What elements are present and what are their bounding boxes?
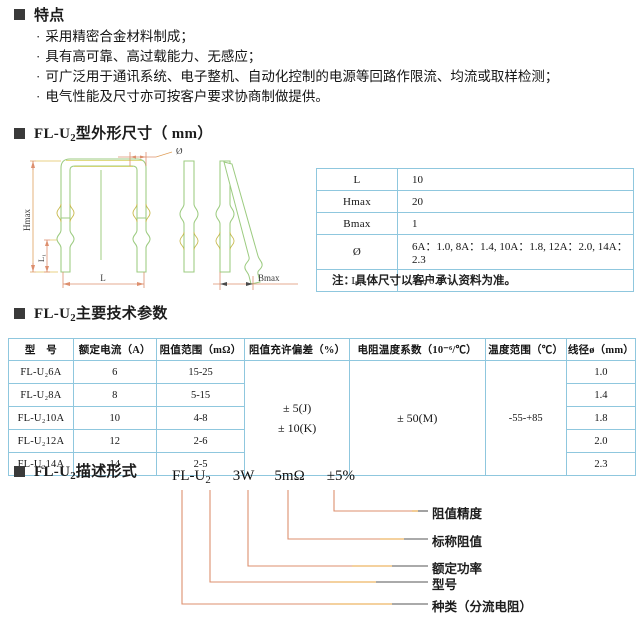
bullet-square-icon (14, 307, 25, 319)
feature-text: 具有高可靠、高过载能力、无感应； (45, 49, 262, 64)
dim-value: 20 (397, 190, 634, 213)
callout-label-power: 额定功率 (432, 562, 483, 576)
section-heading-dimensions: FL-U2型外形尺寸（ mm） (14, 122, 213, 144)
section-heading-description: FL-U2描述形式 (14, 460, 137, 482)
dim-label: Hmax (316, 190, 398, 213)
cell-range: 2-6 (155, 429, 246, 453)
part-number-tokens: FL-U2 3W 5mΩ ±5% (172, 468, 355, 486)
features-list: · 采用精密合金材料制成； · 具有高可靠、高过载能力、无感应； · 可广泛用于… (36, 27, 636, 107)
list-item: · 可广泛用于通讯系统、电子整机、自动化控制的电源等回路作限流、均流或取样检测； (36, 67, 636, 87)
table-row: Bmax 1 (316, 212, 634, 235)
bullet-dot-icon: · (36, 89, 41, 104)
bullet-square-icon (14, 465, 25, 477)
dim-value: 10 (397, 168, 634, 191)
table-row: L₁ 3 ± 0.5 (316, 269, 634, 292)
col-header-range: 阻值范围（mΩ） (155, 338, 246, 361)
bullet-square-icon (14, 127, 25, 139)
outline-drawing: Hmax L₁ L Ø (22, 148, 298, 290)
callout-label-accuracy: 阻值精度 (432, 507, 483, 521)
col-header-tcr: 电阻温度系数（10⁻⁶/℃） (348, 338, 486, 361)
dim-value: 6A：1.0, 8A：1.4, 10A：1.8, 12A：2.0, 14A：2.… (397, 234, 634, 270)
cell-tcr: ± 50(M) (348, 360, 486, 476)
cell-model: FL-U₂6A (8, 360, 74, 384)
parameters-title: FL-U2主要技术参数 (34, 306, 168, 325)
cell-wire: 2.0 (565, 429, 637, 453)
dimension-table-note: 注：具体尺寸以客户承认资料为准。 (332, 275, 516, 287)
cell-range: 15-25 (155, 360, 246, 384)
cell-wire: 1.8 (565, 406, 637, 430)
list-item: · 具有高可靠、高过载能力、无感应； (36, 47, 636, 67)
table-row: L 10 (316, 168, 634, 191)
section-heading-parameters: FL-U2主要技术参数 (14, 302, 168, 324)
cell-temp-range: -55-+85 (484, 360, 567, 476)
cell-tolerance: ± 5(J) ± 10(K) (244, 360, 350, 476)
cell-model: FL-U₂8A (8, 383, 74, 407)
list-item: · 电气性能及尺寸亦可按客户要求协商制做提供。 (36, 87, 636, 107)
token-series: FL-U2 (172, 468, 211, 487)
table-header-row: 型 号 额定电流（A） 阻值范围（mΩ） 阻值充许偏差（%） 电阻温度系数（10… (8, 338, 637, 361)
hmax-label: Hmax (22, 209, 32, 231)
callout-label-model: 型号 (432, 578, 458, 592)
token-resistance: 5mΩ (274, 468, 305, 484)
table-row: Ø 6A：1.0, 8A：1.4, 10A：1.8, 12A：2.0, 14A：… (316, 234, 634, 270)
bullet-dot-icon: · (36, 29, 41, 44)
callout-label-category: 种类（分流电阻） (432, 600, 533, 614)
col-header-wire: 线径ø（mm） (565, 338, 637, 361)
feature-text: 采用精密合金材料制成； (45, 29, 194, 44)
cell-current: 8 (72, 383, 157, 407)
tolerance-line-1: ± 5(J) (283, 401, 312, 415)
dim-value: 3 ± 0.5 (397, 269, 634, 292)
table-row: Hmax 20 (316, 190, 634, 213)
l-label: L (100, 273, 106, 283)
phi-label: Ø (176, 148, 183, 156)
cell-current: 14 (72, 452, 157, 476)
dimension-table: L 10 Hmax 20 Bmax 1 Ø 6A：1.0, 8A：1.4, 10… (316, 168, 634, 292)
bullet-dot-icon: · (36, 69, 41, 84)
features-title: 特点 (34, 8, 65, 24)
col-header-temp: 温度范围（℃） (484, 338, 567, 361)
bullet-square-icon (14, 9, 25, 20)
feature-text: 电气性能及尺寸亦可按客户要求协商制做提供。 (45, 89, 329, 104)
token-power: 3W (232, 468, 255, 484)
section-heading-features: 特点 (14, 4, 65, 25)
dim-label: L (316, 168, 398, 191)
list-item: · 采用精密合金材料制成； (36, 27, 636, 47)
cell-range: 2-5 (155, 452, 246, 476)
dim-value: 1 (397, 212, 634, 235)
cell-current: 10 (72, 406, 157, 430)
col-header-current: 额定电流（A） (72, 338, 157, 361)
cell-current: 12 (72, 429, 157, 453)
callout-label-nominal: 标称阻值 (432, 535, 483, 549)
col-header-tolerance: 阻值充许偏差（%） (244, 338, 350, 361)
cell-current: 6 (72, 360, 157, 384)
tolerance-line-2: ± 10(K) (278, 421, 317, 435)
description-title: FL-U2描述形式 (34, 464, 138, 483)
dimensions-title: FL-U2型外形尺寸（ mm） (34, 126, 213, 145)
l1-label: L₁ (36, 254, 46, 262)
cell-wire: 1.4 (565, 383, 637, 407)
cell-wire: 2.3 (565, 452, 637, 476)
parameters-table: 型 号 额定电流（A） 阻值范围（mΩ） 阻值充许偏差（%） 电阻温度系数（10… (8, 338, 637, 476)
col-header-model: 型 号 (8, 338, 74, 361)
description-diagram: FL-U2 3W 5mΩ ±5% (0, 466, 644, 617)
token-tolerance: ±5% (326, 468, 355, 484)
dim-label: Bmax (316, 212, 398, 235)
feature-text: 可广泛用于通讯系统、电子整机、自动化控制的电源等回路作限流、均流或取样检测； (45, 69, 559, 84)
bullet-dot-icon: · (36, 49, 41, 64)
cell-range: 4-8 (155, 406, 246, 430)
table-row: FL-U₂14A 14 2-5 2.3 (8, 452, 637, 476)
dim-label: Ø (316, 234, 398, 270)
cell-model: FL-U₂10A (8, 406, 74, 430)
cell-wire: 1.0 (565, 360, 637, 384)
cell-range: 5-15 (155, 383, 246, 407)
cell-model: FL-U₂12A (8, 429, 74, 453)
table-row: FL-U₂12A 12 2-6 2.0 (8, 429, 637, 453)
bmax-label: Bmax (258, 273, 280, 283)
table-row: FL-U₂6A 6 15-25 ± 5(J) ± 10(K) ± 50(M) -… (8, 360, 637, 476)
callout-leader-lines (181, 490, 428, 605)
